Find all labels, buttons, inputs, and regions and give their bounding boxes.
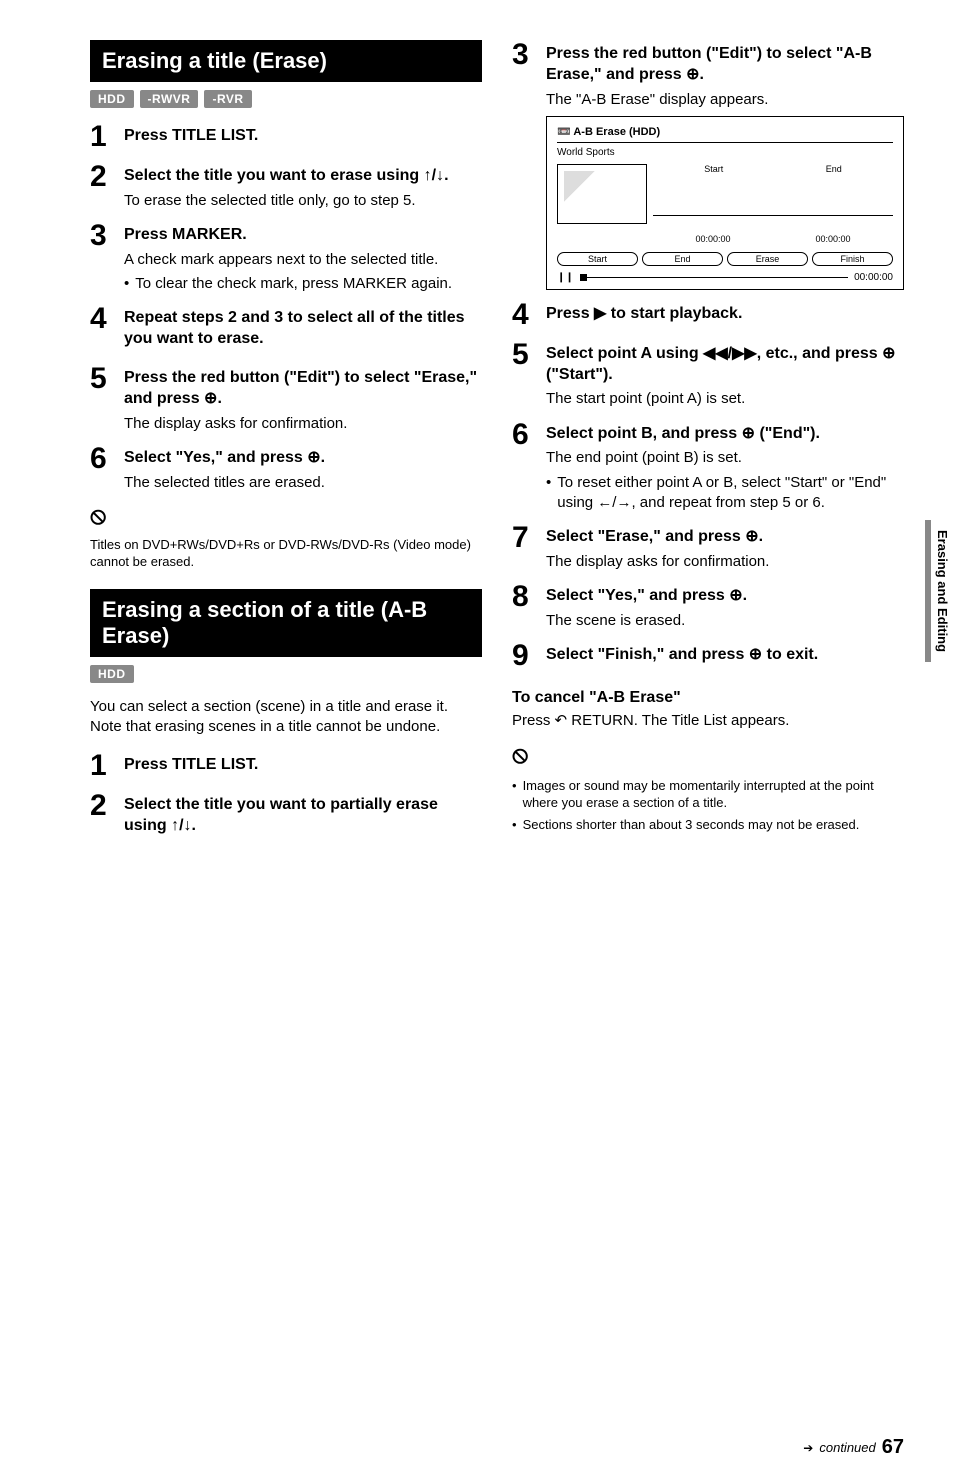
step-5: 5 Press the red button ("Edit") to selec…	[90, 364, 482, 434]
step-6r: 6 Select point B, and press ⊕ ("End"). T…	[512, 420, 904, 514]
step-1b: 1 Press TITLE LIST.	[90, 751, 482, 781]
step-head: Select point A using ◀◀/▶▶, etc., and pr…	[546, 344, 904, 386]
step-head: Select the title you want to erase using…	[124, 166, 482, 187]
step-head: Press the red button ("Edit") to select …	[124, 368, 482, 410]
step-8r: 8 Select "Yes," and press ⊕. The scene i…	[512, 582, 904, 631]
step-head: Select "Yes," and press ⊕.	[546, 586, 904, 607]
step-7r: 7 Select "Erase," and press ⊕. The displ…	[512, 523, 904, 572]
side-tab: Erasing and Editing	[925, 520, 954, 662]
step-num: 7	[512, 523, 536, 553]
step-bullet: To reset either point A or B, select "St…	[546, 473, 904, 514]
step-head: Press TITLE LIST.	[124, 126, 482, 147]
step-desc: A check mark appears next to the selecte…	[124, 250, 482, 270]
step-head: Repeat steps 2 and 3 to select all of th…	[124, 308, 482, 350]
ab-erase-screen: 📼 A-B Erase (HDD) World Sports StartEnd …	[546, 116, 904, 290]
step-bullet: To clear the check mark, press MARKER ag…	[124, 274, 482, 294]
step-num: 6	[90, 444, 114, 474]
step-head: Press TITLE LIST.	[124, 755, 482, 776]
step-1: 1 Press TITLE LIST.	[90, 122, 482, 152]
step-4: 4 Repeat steps 2 and 3 to select all of …	[90, 304, 482, 354]
step-desc: The end point (point B) is set.	[546, 448, 904, 468]
step-desc: The display asks for confirmation.	[124, 414, 482, 434]
tl-start-label: Start	[704, 164, 723, 174]
step-3r: 3 Press the red button ("Edit") to selec…	[512, 40, 904, 290]
note-icon	[512, 746, 904, 773]
step-head: Select "Finish," and press ⊕ to exit.	[546, 645, 904, 666]
step-head: Select "Erase," and press ⊕.	[546, 527, 904, 548]
badges-row: HDD -RWVR -RVR	[90, 90, 482, 108]
step-head: Select the title you want to partially e…	[124, 795, 482, 837]
pause-icon: ❙❙	[557, 272, 574, 283]
screen-btn-end: End	[642, 252, 723, 266]
screen-btn-erase: Erase	[727, 252, 808, 266]
badge-rvr: -RVR	[204, 90, 251, 108]
screen-btn-start: Start	[557, 252, 638, 266]
step-desc: The selected titles are erased.	[124, 473, 482, 493]
step-num: 2	[90, 791, 114, 821]
screen-title: 📼 A-B Erase (HDD)	[557, 125, 893, 143]
step-desc: The scene is erased.	[546, 611, 904, 631]
screen-btn-finish: Finish	[812, 252, 893, 266]
badge-hdd: HDD	[90, 90, 134, 108]
step-num: 3	[512, 40, 536, 70]
section-title-ab: Erasing a section of a title (A-B Erase)	[90, 589, 482, 657]
page-number: 67	[882, 1436, 904, 1459]
step-num: 9	[512, 641, 536, 671]
step-num: 1	[90, 122, 114, 152]
step-head: Press MARKER.	[124, 225, 482, 246]
step-6: 6 Select "Yes," and press ⊕. The selecte…	[90, 444, 482, 493]
step-head: Press the red button ("Edit") to select …	[546, 44, 904, 86]
intro-text: You can select a section (scene) in a ti…	[90, 697, 482, 738]
continued-label: continued	[819, 1440, 875, 1455]
section-title-erase: Erasing a title (Erase)	[90, 40, 482, 82]
note-icon	[90, 507, 482, 534]
step-9r: 9 Select "Finish," and press ⊕ to exit.	[512, 641, 904, 671]
note-text: Titles on DVD+RWs/DVD+Rs or DVD-RWs/DVD-…	[90, 536, 482, 571]
step-num: 1	[90, 751, 114, 781]
step-2: 2 Select the title you want to erase usi…	[90, 162, 482, 211]
step-4r: 4 Press ▶ to start playback.	[512, 300, 904, 330]
step-head: Select point B, and press ⊕ ("End").	[546, 424, 904, 445]
step-num: 4	[90, 304, 114, 334]
ptime: 00:00:00	[854, 272, 893, 283]
screen-sub: World Sports	[557, 147, 893, 158]
step-num: 4	[512, 300, 536, 330]
step-desc: To erase the selected title only, go to …	[124, 191, 482, 211]
tl-t1: 00:00:00	[695, 234, 730, 244]
note-2: Sections shorter than about 3 seconds ma…	[512, 816, 904, 834]
footer: continued 67	[803, 1436, 904, 1459]
tl-end-label: End	[826, 164, 842, 174]
step-num: 5	[512, 340, 536, 370]
badge-rwvr: -RWVR	[140, 90, 199, 108]
step-desc: The "A-B Erase" display appears.	[546, 90, 904, 110]
cancel-head: To cancel "A-B Erase"	[512, 689, 904, 707]
badge-hdd: HDD	[90, 665, 134, 683]
step-num: 8	[512, 582, 536, 612]
step-2b: 2 Select the title you want to partially…	[90, 791, 482, 841]
cancel-body: Press ↶ RETURN. The Title List appears.	[512, 711, 904, 731]
step-num: 3	[90, 221, 114, 251]
step-num: 2	[90, 162, 114, 192]
step-desc: The display asks for confirmation.	[546, 552, 904, 572]
step-head: Select "Yes," and press ⊕.	[124, 448, 482, 469]
thumb-icon	[557, 164, 647, 224]
step-head: Press ▶ to start playback.	[546, 304, 904, 325]
note-1: Images or sound may be momentarily inter…	[512, 777, 904, 812]
step-num: 5	[90, 364, 114, 394]
step-3: 3 Press MARKER. A check mark appears nex…	[90, 221, 482, 294]
step-num: 6	[512, 420, 536, 450]
step-desc: The start point (point A) is set.	[546, 389, 904, 409]
step-5r: 5 Select point A using ◀◀/▶▶, etc., and …	[512, 340, 904, 410]
badges-row: HDD	[90, 665, 482, 683]
tl-t2: 00:00:00	[815, 234, 850, 244]
